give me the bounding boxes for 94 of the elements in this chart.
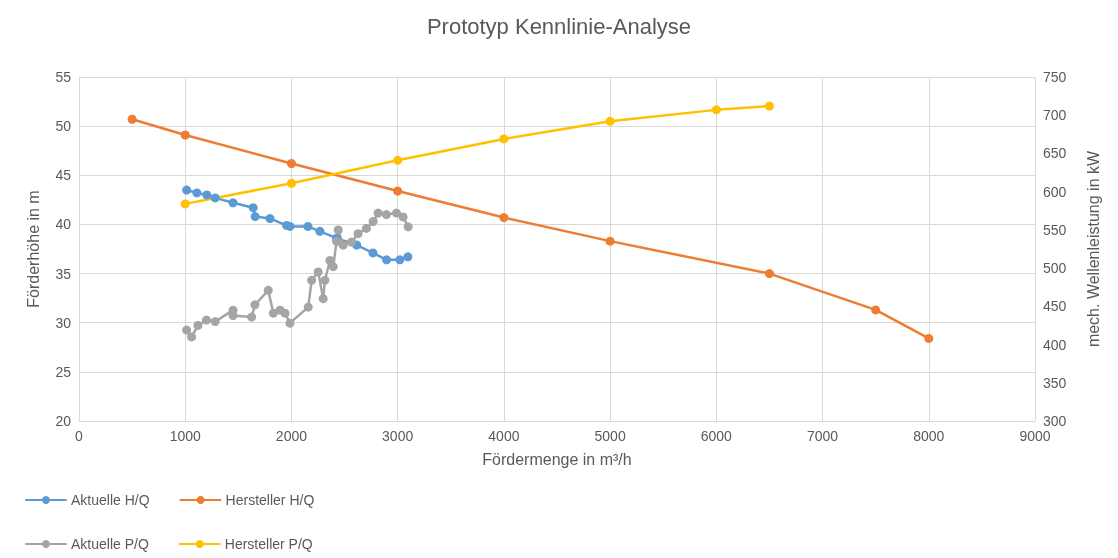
y-tick-label: 20 [55, 413, 72, 429]
point [201, 315, 211, 325]
point [286, 178, 296, 188]
point [180, 130, 190, 140]
point [605, 116, 615, 126]
x-tick-label: 5000 [594, 428, 626, 444]
legend-label: Aktuelle H/Q [71, 492, 150, 508]
point [368, 248, 378, 258]
point [303, 302, 313, 312]
y2-tick-label: 750 [1043, 69, 1067, 85]
legend-label: Aktuelle P/Q [71, 536, 149, 552]
point [499, 134, 509, 144]
point [250, 300, 260, 310]
point [318, 294, 328, 304]
point [248, 203, 258, 213]
point [228, 198, 238, 208]
point [210, 317, 220, 327]
point [265, 214, 275, 224]
x-tick-label: 4000 [488, 428, 520, 444]
y2-tick-label: 350 [1043, 374, 1067, 391]
point [180, 199, 190, 209]
point [182, 325, 192, 335]
point [711, 105, 721, 115]
y2-tick-label: 300 [1043, 413, 1067, 429]
y2-tick-label: 550 [1043, 221, 1067, 238]
point [382, 255, 392, 265]
point [373, 208, 383, 218]
x-tick-label: 3000 [382, 428, 414, 444]
y-tick-label: 25 [55, 363, 72, 380]
y-tick-label: 30 [55, 314, 72, 331]
x-axis-title: Fördermenge in m³/h [482, 450, 632, 468]
point [328, 262, 338, 272]
y2-tick-label: 700 [1043, 107, 1067, 124]
point [263, 285, 273, 295]
point [250, 212, 260, 222]
y2-tick-label: 450 [1043, 298, 1067, 315]
y2-tick-label: 400 [1043, 336, 1067, 353]
point [247, 312, 257, 322]
x-tick-label: 1000 [169, 428, 201, 444]
point [286, 158, 296, 168]
x-tick-label: 9000 [1019, 428, 1051, 444]
y-tick-label: 50 [55, 118, 72, 135]
y2-tick-label: 600 [1043, 183, 1067, 200]
point [127, 114, 137, 124]
point [338, 240, 348, 250]
x-tick-label: 7000 [806, 428, 839, 444]
y-tick-label: 35 [55, 265, 72, 282]
point [395, 255, 405, 265]
point [268, 308, 278, 318]
point [315, 226, 325, 236]
legend-label: Hersteller P/Q [224, 536, 313, 552]
y-tick-label: 55 [55, 69, 72, 85]
legend-label: Hersteller H/Q [225, 492, 315, 508]
point [381, 210, 391, 220]
point [320, 275, 330, 285]
y-tick-label: 40 [55, 216, 72, 233]
point [353, 229, 363, 239]
point [764, 101, 774, 111]
point [361, 223, 371, 233]
point [280, 308, 290, 318]
point [403, 222, 413, 232]
point [210, 193, 220, 203]
y-axis-title: Förderhöhe in m [24, 190, 42, 308]
x-tick-label: 8000 [913, 428, 945, 444]
point [346, 237, 356, 247]
point [871, 305, 881, 315]
y2-tick-label: 650 [1043, 145, 1067, 162]
point [605, 236, 615, 246]
point [285, 318, 295, 328]
y2-axis-title: mech. Wellenleistung in kW [1084, 149, 1102, 348]
point [499, 213, 509, 223]
x-tick-label: 6000 [700, 428, 733, 444]
point [307, 275, 317, 285]
point [392, 208, 401, 218]
chart-title: Prototyp Kennlinie-Analyse [426, 13, 692, 39]
point [398, 212, 408, 222]
y-tick-label: 45 [55, 167, 72, 184]
y2-tick-label: 500 [1043, 260, 1067, 277]
point [368, 216, 378, 226]
point [333, 225, 343, 235]
point [193, 320, 203, 330]
point [403, 252, 413, 262]
point [313, 267, 323, 277]
point [202, 190, 212, 200]
point [393, 186, 403, 196]
x-tick-label: 0 [75, 428, 84, 444]
point [182, 185, 192, 195]
point [764, 269, 774, 279]
point [924, 333, 934, 343]
x-tick-label: 2000 [275, 428, 308, 444]
point [192, 188, 202, 198]
point [303, 221, 313, 231]
point [187, 332, 197, 342]
point [393, 155, 403, 165]
